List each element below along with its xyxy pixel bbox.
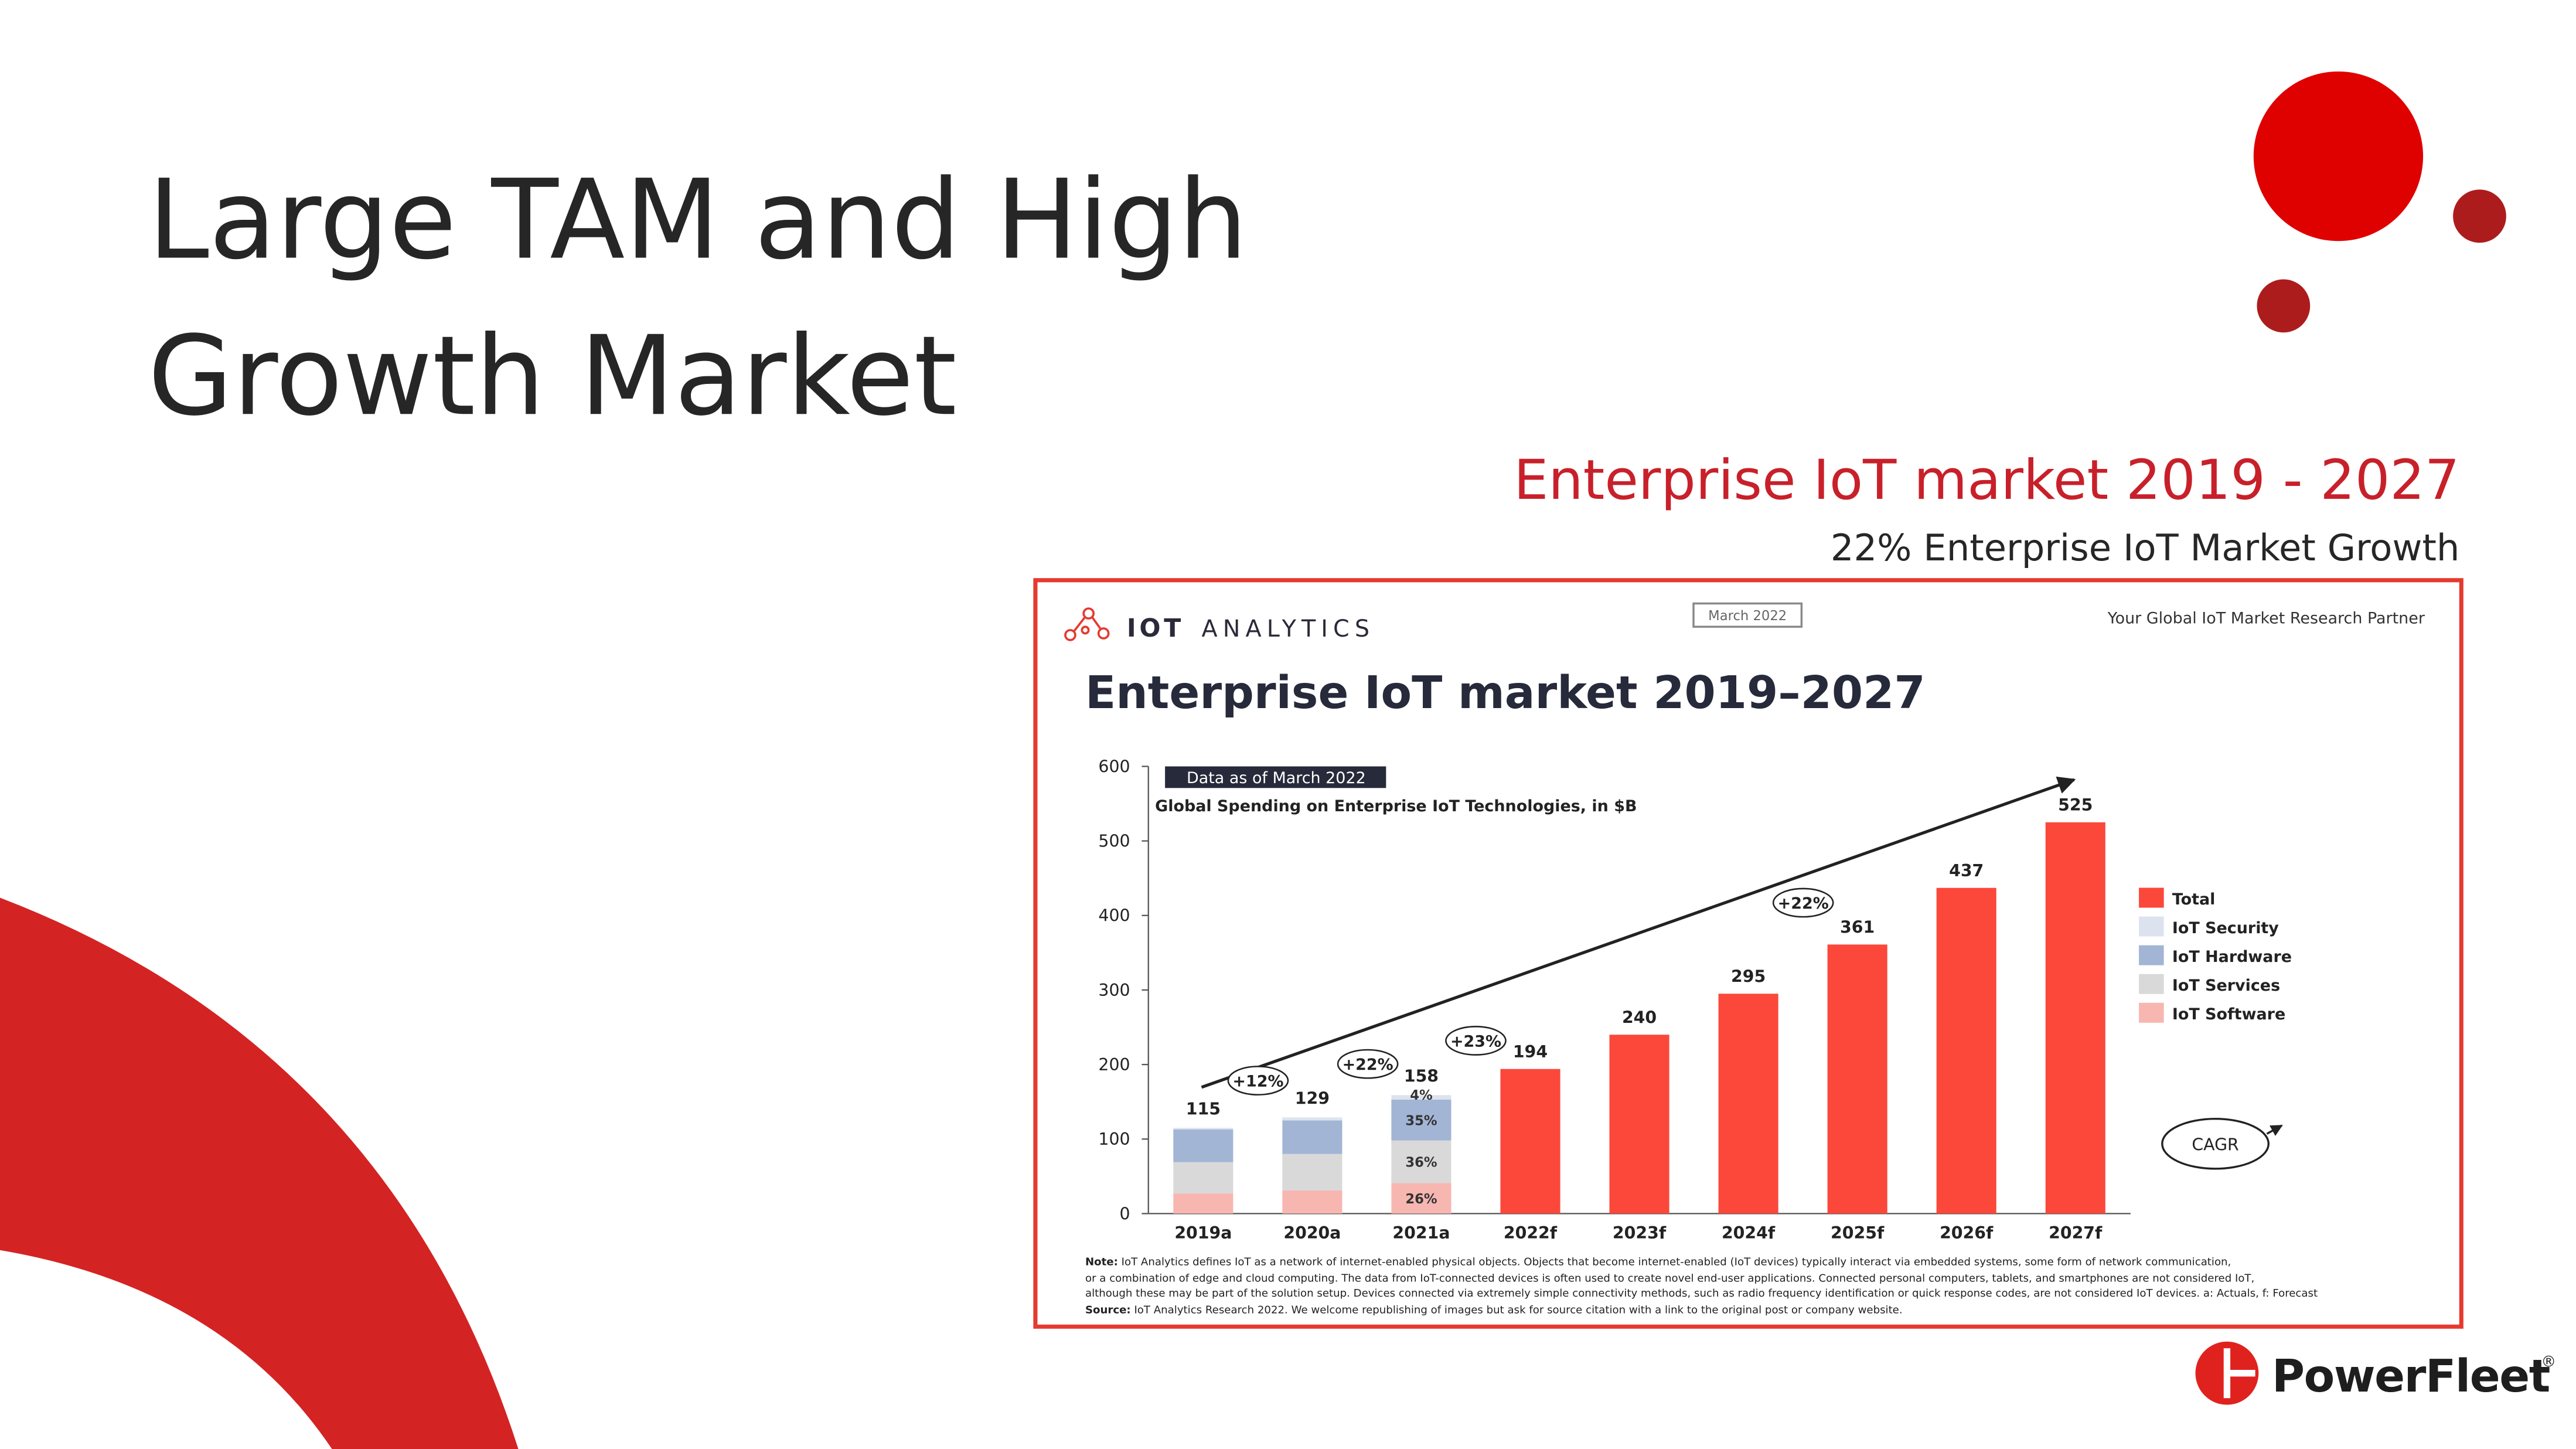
x-tick-label: 2026f bbox=[1940, 1223, 1994, 1243]
x-tick-label: 2025f bbox=[1831, 1223, 1885, 1243]
y-tick-label: 400 bbox=[1098, 906, 1130, 926]
logo: PowerFleet ® bbox=[2195, 1341, 2556, 1405]
brand-name: IOT bbox=[1127, 614, 1184, 643]
bar bbox=[1282, 1120, 1342, 1154]
legend-label: IoT Software bbox=[2172, 1005, 2285, 1023]
note-line: although these may be part of the soluti… bbox=[1085, 1287, 2318, 1300]
slide-tagline: 22% Enterprise IoT Market Growth bbox=[1831, 526, 2460, 569]
bar bbox=[1609, 1035, 1669, 1214]
note-line: IoT Analytics defines IoT as a network o… bbox=[1118, 1256, 2231, 1268]
cagr-legend-arrow bbox=[2266, 1124, 2283, 1136]
cagr-label: +22% bbox=[1778, 894, 1829, 913]
total-label: 240 bbox=[1622, 1008, 1657, 1027]
x-tick-label: 2024f bbox=[1722, 1223, 1776, 1243]
legend-swatch bbox=[2139, 974, 2164, 994]
bar bbox=[1718, 994, 1778, 1214]
decor-dot bbox=[2453, 189, 2506, 243]
total-label: 194 bbox=[1513, 1042, 1548, 1062]
decor-arc bbox=[0, 897, 519, 1449]
cagr-label: +22% bbox=[1342, 1056, 1393, 1074]
cagr-legend-text: CAGR bbox=[2192, 1135, 2238, 1155]
x-tick-label: 2022f bbox=[1504, 1223, 1558, 1243]
y-tick-label: 200 bbox=[1098, 1055, 1130, 1074]
legend-swatch bbox=[2139, 916, 2164, 937]
value-label: 35% bbox=[1405, 1113, 1437, 1128]
bar bbox=[1391, 1099, 1451, 1141]
legend-label: IoT Services bbox=[2172, 977, 2280, 995]
logo-mark: ® bbox=[2541, 1353, 2556, 1370]
legend-label: Total bbox=[2172, 890, 2216, 909]
bar bbox=[1936, 887, 1996, 1214]
total-label: 295 bbox=[1731, 967, 1766, 986]
legend-swatch bbox=[2139, 887, 2164, 908]
cagr-label: +12% bbox=[1232, 1072, 1283, 1090]
bar bbox=[1827, 944, 1887, 1214]
bar bbox=[1173, 1162, 1234, 1194]
logo-text: PowerFleet bbox=[2272, 1351, 2550, 1403]
x-tick-label: 2027f bbox=[2049, 1223, 2103, 1243]
bar bbox=[1500, 1069, 1560, 1214]
bar bbox=[1391, 1095, 1451, 1100]
cagr-bubble bbox=[1445, 1026, 1507, 1056]
total-label: 361 bbox=[1840, 918, 1875, 937]
bar bbox=[1391, 1183, 1451, 1214]
legend-label: IoT Security bbox=[2172, 919, 2279, 937]
x-tick-label: 2020a bbox=[1283, 1223, 1341, 1243]
total-label: 437 bbox=[1949, 861, 1984, 880]
cagr-legend bbox=[2161, 1118, 2270, 1170]
slide-title: Large TAM and High bbox=[148, 157, 1248, 284]
cagr-bubble bbox=[1337, 1049, 1399, 1079]
cagr-bubble bbox=[1772, 887, 1834, 918]
data-badge bbox=[1165, 766, 1386, 788]
slide-subtitle: Enterprise IoT market 2019 - 2027 bbox=[1514, 448, 2459, 512]
y-tick-label: 600 bbox=[1098, 757, 1130, 776]
chart-subtitle: Global Spending on Enterprise IoT Techno… bbox=[1155, 797, 1637, 815]
legend-swatch bbox=[2139, 945, 2164, 965]
slide-title: Growth Market bbox=[148, 312, 956, 440]
total-label: 158 bbox=[1404, 1067, 1439, 1086]
bar bbox=[1173, 1128, 1234, 1130]
total-label: 115 bbox=[1186, 1099, 1221, 1118]
cagr-bubble bbox=[1227, 1066, 1289, 1096]
date-badge-text: March 2022 bbox=[1708, 608, 1787, 624]
bar bbox=[1173, 1193, 1234, 1214]
brand-icon bbox=[1064, 607, 1110, 641]
total-label: 129 bbox=[1295, 1089, 1330, 1108]
brand-name: ANALYTICS bbox=[1202, 615, 1375, 642]
date-badge bbox=[1692, 602, 1803, 628]
source-text: IoT Analytics Research 2022. We welcome … bbox=[1131, 1304, 1903, 1317]
x-tick-label: 2021a bbox=[1392, 1223, 1450, 1243]
note: Note: IoT Analytics defines IoT as a net… bbox=[1085, 1256, 2321, 1316]
total-label: 525 bbox=[2058, 795, 2093, 815]
legend-label: IoT Hardware bbox=[2172, 948, 2292, 966]
bar bbox=[1282, 1154, 1342, 1191]
decor-dot bbox=[2253, 71, 2424, 242]
x-tick-label: 2023f bbox=[1613, 1223, 1667, 1243]
bar bbox=[1391, 1140, 1451, 1183]
partner: Your Global IoT Market Research Partner bbox=[2107, 610, 2425, 628]
bar bbox=[1173, 1129, 1234, 1162]
data-badge-text: Data as of March 2022 bbox=[1187, 769, 1366, 787]
value-label: 4% bbox=[1410, 1088, 1433, 1103]
x-tick-label: 2019a bbox=[1174, 1223, 1232, 1243]
source-label: Source: bbox=[1085, 1304, 1131, 1317]
value-label: 26% bbox=[1405, 1192, 1437, 1207]
decor-dot bbox=[2257, 279, 2311, 333]
y-tick-label: 0 bbox=[1120, 1204, 1130, 1223]
legend-swatch bbox=[2139, 1002, 2164, 1023]
y-tick-label: 500 bbox=[1098, 832, 1130, 851]
value-label: 36% bbox=[1405, 1155, 1437, 1171]
y-tick-label: 300 bbox=[1098, 981, 1130, 1000]
note-label: Note: bbox=[1085, 1256, 1118, 1268]
note-line: or a combination of edge and cloud compu… bbox=[1085, 1273, 2254, 1285]
cagr-label: +23% bbox=[1450, 1032, 1501, 1050]
chart-title: Enterprise IoT market 2019–2027 bbox=[1085, 667, 1926, 719]
bar bbox=[1282, 1117, 1342, 1121]
bar bbox=[1282, 1190, 1342, 1214]
bar bbox=[2045, 822, 2105, 1214]
y-tick-label: 100 bbox=[1098, 1130, 1130, 1149]
cagr-arrow bbox=[1201, 776, 2076, 1089]
